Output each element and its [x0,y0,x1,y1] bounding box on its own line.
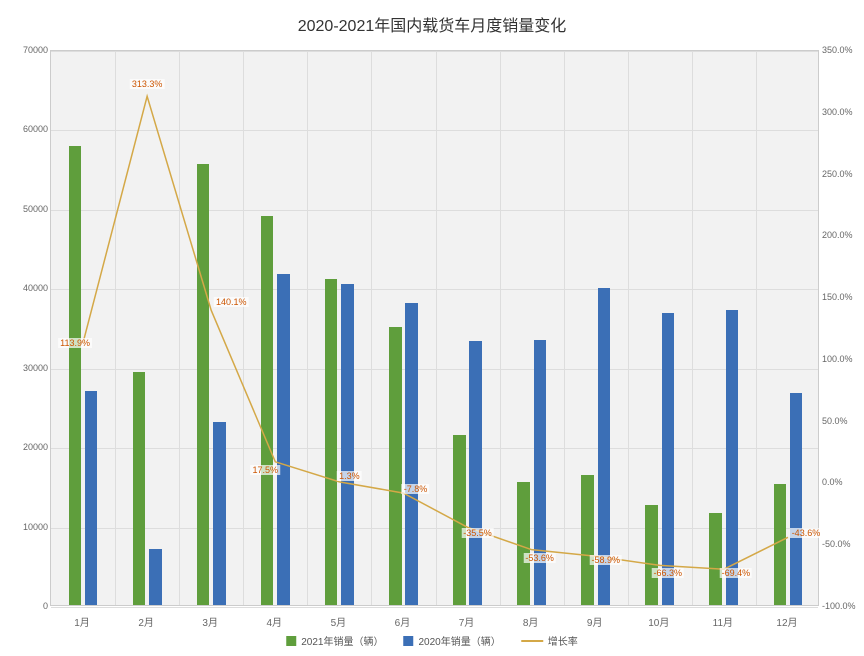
x-tick: 12月 [776,614,797,629]
line-data-label: -58.9% [589,555,622,565]
line-data-label: 313.3% [130,79,165,89]
legend-swatch-2020 [404,636,414,646]
y-right-tick: 250.0% [822,169,853,179]
x-tick: 8月 [523,614,539,629]
y-right-tick: 350.0% [822,45,853,55]
x-tick: 2月 [138,614,154,629]
x-tick: 3月 [202,614,218,629]
x-tick: 11月 [713,614,733,629]
legend-swatch-2021 [286,636,296,646]
x-tick: 7月 [459,614,475,629]
line-data-label: 17.5% [251,465,281,475]
y-left-tick: 10000 [10,522,48,532]
y-right-tick: 200.0% [822,230,853,240]
line-data-label: -69.4% [720,568,753,578]
legend-label-growth: 增长率 [548,633,578,648]
y-left-tick: 20000 [10,442,48,452]
legend-item-2021: 2021年销量（辆） [286,633,383,648]
y-left-tick: 40000 [10,283,48,293]
y-right-tick: 50.0% [822,416,848,426]
y-left-tick: 60000 [10,124,48,134]
x-tick: 1月 [74,614,90,629]
x-tick: 4月 [267,614,283,629]
legend-label-2021: 2021年销量（辆） [301,633,383,648]
x-tick: 10月 [648,614,669,629]
plot-area: 113.9% 313.3% 140.1% 17.5% 1.3% -7.8% -35.5% -5… [50,50,819,606]
line-data-label: 113.9% [58,338,92,348]
line-series [51,51,818,605]
legend-label-2020: 2020年销量（辆） [419,633,501,648]
y-right-tick: 300.0% [822,107,853,117]
y-right-tick: 100.0% [822,354,853,364]
y-left-tick: 70000 [10,45,48,55]
gridline-h [51,607,818,608]
line-data-label: 1.3% [337,471,362,481]
legend: 2021年销量（辆） 2020年销量（辆） 增长率 [286,633,578,648]
line-data-label: -43.6% [790,528,823,538]
y-right-tick: -50.0% [822,539,851,549]
y-left-tick: 0 [10,601,48,611]
x-tick: 5月 [331,614,347,629]
x-tick: 6月 [395,614,411,629]
line-data-label: -66.3% [652,568,685,578]
line-data-label: 140.1% [214,297,249,307]
legend-swatch-growth [521,640,543,642]
y-right-tick: 150.0% [822,292,853,302]
line-data-label: -35.5% [461,528,494,538]
chart-container: 2020-2021年国内载货车月度销量变化 113.9% 313.3% 140.1%… [0,0,864,656]
line-data-label: -7.8% [402,484,430,494]
y-left-tick: 30000 [10,363,48,373]
y-right-tick: -100.0% [822,601,856,611]
y-right-tick: 0.0% [822,477,843,487]
legend-item-growth: 增长率 [521,633,578,648]
x-tick: 9月 [587,614,603,629]
y-left-tick: 50000 [10,204,48,214]
legend-item-2020: 2020年销量（辆） [404,633,501,648]
chart-title: 2020-2021年国内载货车月度销量变化 [0,0,864,36]
line-data-label: -53.6% [523,553,556,563]
